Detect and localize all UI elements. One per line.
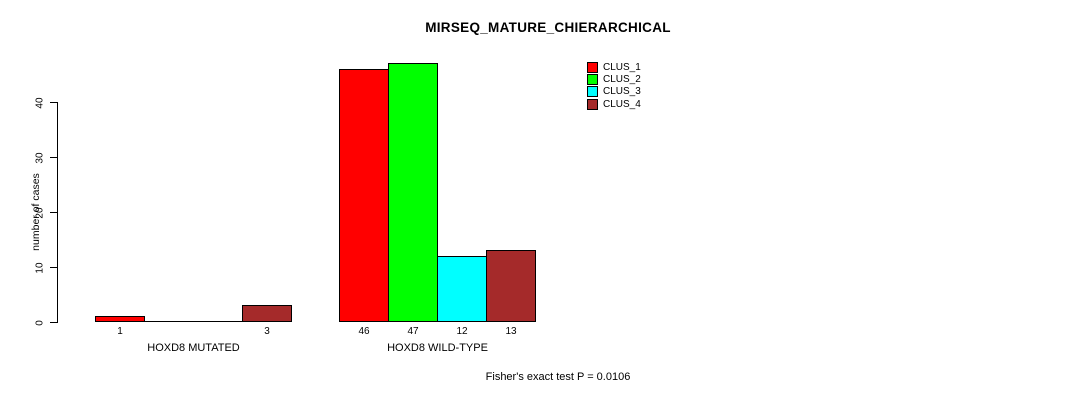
legend-swatch-icon xyxy=(587,98,598,110)
bar-CLUS_2 xyxy=(388,63,438,322)
y-axis-tick-label: 30 xyxy=(34,151,46,164)
bar-value-label: 13 xyxy=(505,326,517,337)
legend-label: CLUS_2 xyxy=(603,74,641,86)
legend-label: CLUS_1 xyxy=(603,61,641,73)
bar-CLUS_4 xyxy=(242,305,292,322)
y-axis-tick xyxy=(50,322,57,323)
legend-label: CLUS_4 xyxy=(603,98,641,110)
x-axis-category-label: HOXD8 MUTATED xyxy=(147,342,240,354)
legend-swatch-icon xyxy=(587,74,598,86)
legend-row: CLUS_1 xyxy=(587,61,641,73)
bar-CLUS_4 xyxy=(486,250,536,322)
y-axis-tick xyxy=(50,267,57,268)
y-axis-tick-label: 40 xyxy=(34,96,46,109)
y-axis-tick xyxy=(50,102,57,103)
bar-value-label: 1 xyxy=(117,326,123,337)
bar-CLUS_3 xyxy=(437,256,487,322)
bar-value-label: 3 xyxy=(264,326,270,337)
x-axis-category-label: HOXD8 WILD-TYPE xyxy=(387,342,488,354)
legend-row: CLUS_2 xyxy=(587,73,641,86)
y-axis-tick-label: 10 xyxy=(34,261,46,274)
zero-bar-CLUS_2 xyxy=(144,321,194,322)
bar-value-label: 46 xyxy=(358,326,370,337)
y-axis-line xyxy=(57,102,58,323)
legend-row: CLUS_3 xyxy=(587,86,641,98)
zero-bar-CLUS_3 xyxy=(193,321,243,322)
bar-CLUS_1 xyxy=(339,69,389,322)
legend-row: CLUS_4 xyxy=(587,98,641,110)
y-axis-tick xyxy=(50,212,57,213)
bar-value-label: 12 xyxy=(456,326,468,337)
chart-title: MIRSEQ_MATURE_CHIERARCHICAL xyxy=(425,20,671,35)
bar-value-label: 47 xyxy=(407,326,419,337)
annotation: Fisher's exact test P = 0.0106 xyxy=(485,371,631,383)
y-axis-tick-label: 0 xyxy=(34,319,46,326)
legend-swatch-icon xyxy=(587,61,598,73)
y-axis-tick-label: 20 xyxy=(34,206,46,219)
legend: CLUS_1 CLUS_2 CLUS_3 CLUS_4 xyxy=(587,61,641,111)
legend-label: CLUS_3 xyxy=(603,86,641,98)
y-axis-tick xyxy=(50,157,57,158)
bar-CLUS_1 xyxy=(95,316,145,322)
legend-swatch-icon xyxy=(587,86,598,98)
